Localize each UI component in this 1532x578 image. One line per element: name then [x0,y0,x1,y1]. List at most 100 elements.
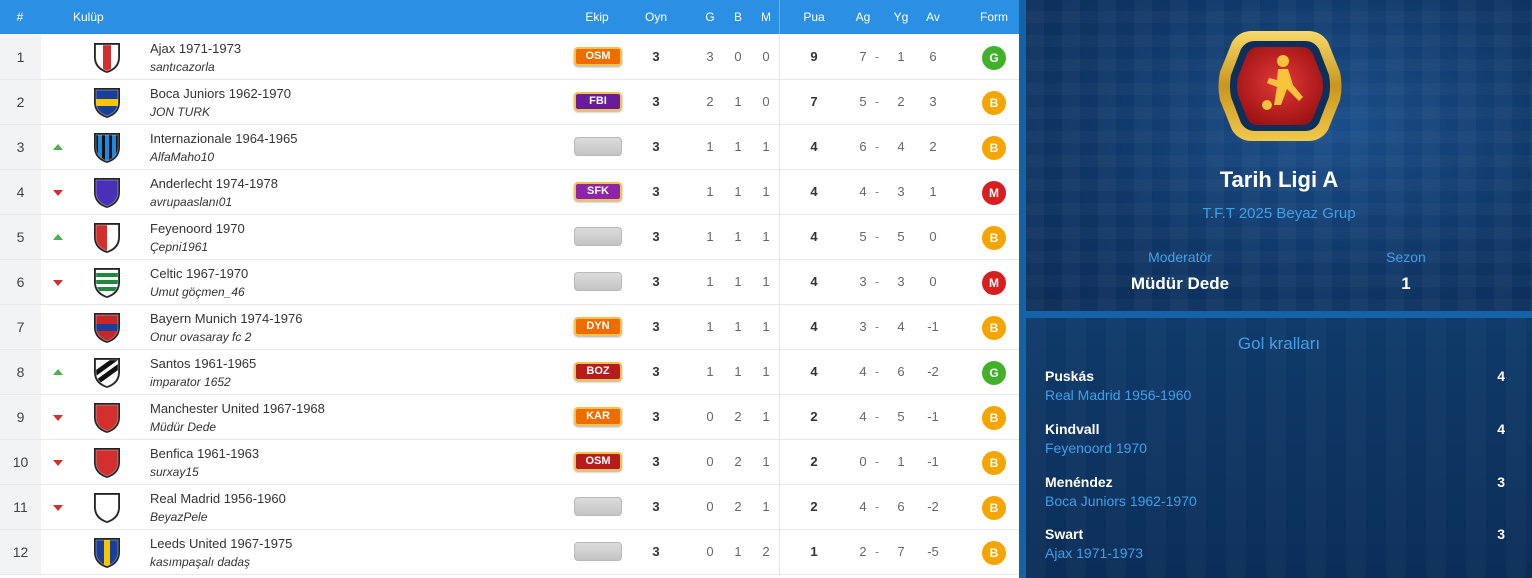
won-cell: 1 [706,139,714,154]
scorer-item[interactable]: Swart Ajax 1971-1973 3 [1045,526,1505,574]
table-row[interactable]: 12 Leeds United 1967-1975 kasımpaşalı dad… [0,530,1019,575]
form-badge[interactable]: M [982,271,1006,295]
team-name-link[interactable]: Internazionale 1964-1965 [150,131,298,146]
manager-name-link[interactable]: AlfaMaho10 [150,150,215,164]
team-name-link[interactable]: Anderlecht 1974-1978 [150,176,278,191]
form-badge[interactable]: G [982,361,1006,385]
manager-name-link[interactable]: kasımpaşalı dadaş [150,555,251,569]
team-name-link[interactable]: Santos 1961-1965 [150,356,257,371]
team-badge[interactable]: FBI [570,88,626,117]
points-cell: 4 [810,319,818,334]
scorer-team[interactable]: Ajax 1971-1973 [1045,545,1144,561]
played-cell: 3 [652,229,660,244]
league-subtitle[interactable]: T.F.T 2025 Beyaz Grup [1202,205,1356,222]
moderator-name[interactable]: Müdür Dede [1130,274,1230,293]
scorer-item[interactable]: Kindvall Feyenoord 1970 4 [1045,421,1505,469]
header-points[interactable]: Pua [803,10,825,24]
header-club[interactable]: Kulüp [73,10,104,24]
manager-name-link[interactable]: Umut göçmen_46 [150,285,245,299]
score-separator: - [874,364,880,379]
header-team[interactable]: Ekip [585,10,609,24]
points-cell: 4 [810,139,818,154]
won-cell: 1 [706,364,714,379]
team-badge-label: KAR [574,407,622,426]
team-name-link[interactable]: Manchester United 1967-1968 [150,401,325,416]
form-badge[interactable]: B [982,316,1006,340]
form-badge[interactable]: B [982,406,1006,430]
manager-name-link[interactable]: santıcazorla [150,60,215,74]
team-badge[interactable]: SFK [570,178,626,207]
won-cell: 0 [706,499,714,514]
team-crest-icon-9 [94,403,120,433]
scorer-team[interactable]: Feyenoord 1970 [1045,440,1147,456]
team-badge[interactable]: OSM [570,448,626,477]
manager-name-link[interactable]: JON TURK [150,105,210,119]
table-row[interactable]: 3 Internazionale 1964-1965 AlfaMaho10 3 1 1 1… [0,125,1019,170]
header-won[interactable]: G [705,10,715,24]
trend-down-icon [53,460,63,466]
form-badge[interactable]: B [982,496,1006,520]
team-name-link[interactable]: Benfica 1961-1963 [150,446,260,461]
goal-diff-cell: 6 [929,49,937,64]
team-name-link[interactable]: Real Madrid 1956-1960 [150,491,286,506]
scorer-item[interactable]: Menéndez Boca Juniors 1962-1970 3 [1045,474,1505,522]
header-drawn[interactable]: B [733,10,743,24]
team-name-link[interactable]: Boca Juniors 1962-1970 [150,86,291,101]
form-badge[interactable]: B [982,451,1006,475]
manager-name-link[interactable]: BeyazPele [150,510,208,524]
won-cell: 1 [706,229,714,244]
form-badge[interactable]: G [982,46,1006,70]
goal-diff-cell: 3 [929,94,937,109]
table-row[interactable]: 5 Feyenoord 1970 Çepni1961 3 1 1 1 4 5-5 0 B [0,215,1019,260]
header-lost[interactable]: M [761,10,771,24]
team-name-link[interactable]: Celtic 1967-1970 [150,266,249,281]
team-name-link[interactable]: Ajax 1971-1973 [150,41,242,56]
team-crest-icon-8 [94,358,120,388]
manager-name-link[interactable]: avrupaaslanı01 [150,195,233,209]
header-goals-for[interactable]: Ag [855,10,871,24]
scorer-goals: 3 [1497,526,1505,542]
goals-for-cell: 4 [859,409,867,424]
table-row[interactable]: 9 Manchester United 1967-1968 Müdür Dede … [0,395,1019,440]
goal-diff-cell: -1 [927,409,939,424]
header-played[interactable]: Oyn [644,10,668,24]
team-name-link[interactable]: Leeds United 1967-1975 [150,536,293,551]
manager-name-link[interactable]: imparator 1652 [150,375,231,389]
table-row[interactable]: 7 Bayern Munich 1974-1976 Onur ovasaray f… [0,305,1019,350]
team-badge[interactable]: DYN [570,313,626,342]
team-badge[interactable]: KAR [570,403,626,432]
score-separator: - [874,139,880,154]
table-row[interactable]: 2 Boca Juniors 1962-1970 JON TURK FBI 3 2 1… [0,80,1019,125]
manager-name-link[interactable]: Müdür Dede [150,420,217,434]
manager-name-link[interactable]: surxay15 [150,465,199,479]
table-row[interactable]: 4 Anderlecht 1974-1978 avrupaaslanı01 SFK… [0,170,1019,215]
trend-down-icon [53,505,63,511]
manager-name-link[interactable]: Onur ovasaray fc 2 [150,330,252,344]
table-row[interactable]: 6 Celtic 1967-1970 Umut göçmen_46 3 1 1 1 4 3-3… [0,260,1019,305]
team-badge[interactable]: BOZ [570,358,626,387]
won-cell: 1 [706,319,714,334]
team-crest-icon-10 [94,448,120,478]
table-row[interactable]: 11 Real Madrid 1956-1960 BeyazPele 3 0 2 1 2 4-… [0,485,1019,530]
points-cell: 4 [810,184,818,199]
form-badge[interactable]: M [982,181,1006,205]
scorer-team[interactable]: Real Madrid 1956-1960 [1045,387,1192,403]
form-badge[interactable]: B [982,226,1006,250]
rank-cell: 11 [0,485,41,529]
score-separator: - [874,229,880,244]
manager-name-link[interactable]: Çepni1961 [150,240,209,254]
form-badge[interactable]: B [982,91,1006,115]
team-badge[interactable]: OSM [570,43,626,72]
scorer-item[interactable]: Puskás Real Madrid 1956-1960 4 [1045,368,1505,416]
header-goals-against[interactable]: Yg [893,10,909,24]
form-badge[interactable]: B [982,541,1006,565]
goals-for-cell: 3 [859,319,867,334]
header-goal-diff[interactable]: Av [926,10,940,24]
form-badge[interactable]: B [982,136,1006,160]
table-row[interactable]: 1 Ajax 1971-1973 santıcazorla OSM 3 3 0 0 9 7-… [0,35,1019,80]
team-name-link[interactable]: Feyenoord 1970 [150,221,245,236]
table-row[interactable]: 8 Santos 1961-1965 imparator 1652 BOZ 3 1 1… [0,350,1019,395]
scorer-team[interactable]: Boca Juniors 1962-1970 [1045,493,1197,509]
team-name-link[interactable]: Bayern Munich 1974-1976 [150,311,303,326]
